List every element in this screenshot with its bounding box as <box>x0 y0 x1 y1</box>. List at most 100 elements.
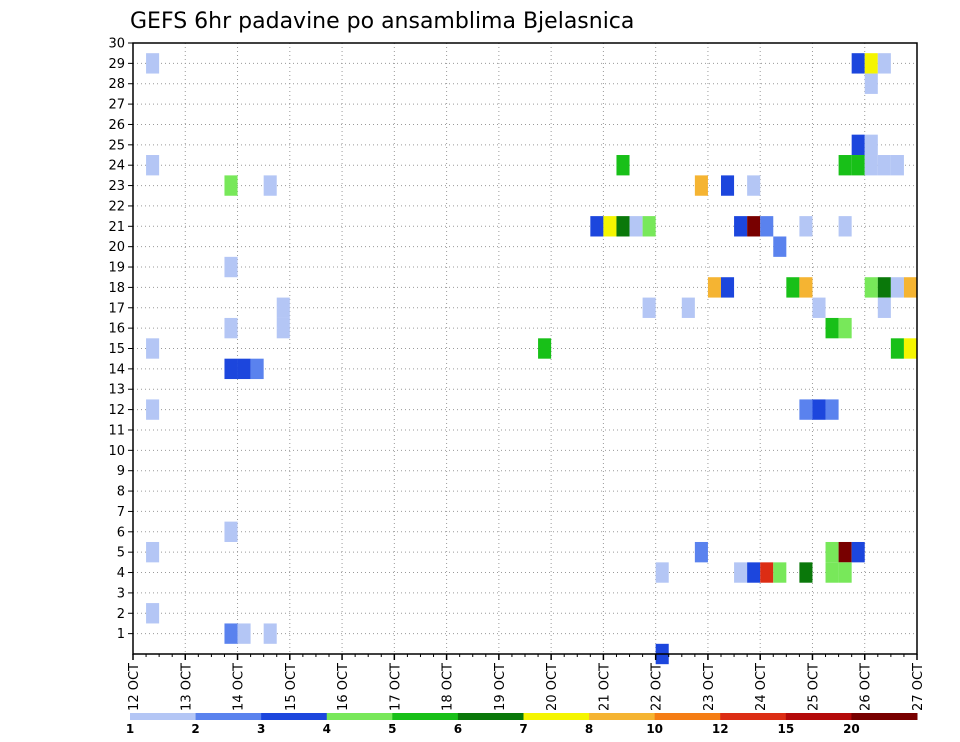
y-tick-label: 25 <box>108 138 125 153</box>
heatmap-cell <box>864 277 878 298</box>
y-tick-label: 17 <box>108 301 125 316</box>
heatmap-cell <box>721 175 735 196</box>
y-tick-label: 14 <box>108 362 125 377</box>
heatmap-cell <box>799 562 813 583</box>
y-tick-label: 23 <box>108 179 125 194</box>
legend-label: 4 <box>323 722 331 736</box>
y-tick-label: 16 <box>108 322 125 337</box>
y-axis: 1234567891011121314151617181920212223242… <box>108 37 133 642</box>
legend-label: 1 <box>126 722 134 736</box>
heatmap-cell <box>864 155 878 176</box>
y-tick-label: 22 <box>108 199 125 214</box>
heatmap-cell <box>734 216 748 237</box>
legend-swatch <box>851 713 918 720</box>
y-tick-label: 9 <box>117 464 125 479</box>
heatmap-cell <box>903 277 917 298</box>
heatmap-cell <box>616 216 630 237</box>
y-tick-label: 6 <box>117 525 125 540</box>
heatmap-cell <box>851 541 865 563</box>
heatmap-cell <box>146 338 160 359</box>
heatmap-cell <box>707 277 721 298</box>
x-axis: 12 OCT 13 OCT 14 OCT 15 OCT 16 OCT 17 OCT 18 O… <box>127 654 926 711</box>
heatmap-cell <box>825 399 839 420</box>
legend-label: 20 <box>843 722 860 736</box>
x-tick-label: 27 OCT <box>911 663 926 711</box>
heatmap-cell <box>851 53 865 74</box>
legend-label: 3 <box>257 722 265 736</box>
x-tick-label: 20 OCT <box>545 663 560 711</box>
y-tick-label: 4 <box>117 566 125 581</box>
color-legend: 1 2 3 4 5 6 7 8 10 12 15 20 <box>126 713 918 736</box>
heatmap-cell <box>747 562 761 583</box>
heatmap-cell <box>629 216 643 237</box>
heatmap-cells <box>146 53 917 665</box>
heatmap-cell <box>263 175 277 196</box>
heatmap-cell <box>890 338 904 359</box>
heatmap-cell <box>838 541 852 563</box>
legend-label: 8 <box>585 722 593 736</box>
heatmap-cell <box>890 277 904 298</box>
legend-swatch <box>195 713 262 720</box>
heatmap-cell <box>760 216 774 237</box>
heatmap-cell <box>877 297 891 318</box>
heatmap-cell <box>851 134 865 156</box>
y-tick-label: 21 <box>108 220 125 235</box>
heatmap-cell <box>146 603 160 624</box>
heatmap-cell <box>276 317 290 339</box>
legend-swatch <box>785 713 852 720</box>
legend-label: 7 <box>519 722 527 736</box>
x-tick-label: 18 OCT <box>441 663 456 711</box>
heatmap-cell <box>146 541 160 563</box>
y-tick-label: 19 <box>108 261 125 276</box>
heatmap-cell <box>263 623 277 644</box>
y-tick-label: 8 <box>117 485 125 500</box>
heatmap-cell <box>890 155 904 176</box>
heatmap-cell <box>825 317 839 339</box>
heatmap-cell <box>237 358 251 380</box>
y-tick-label: 15 <box>108 342 125 357</box>
heatmap-cell <box>838 155 852 176</box>
legend-label: 6 <box>454 722 462 736</box>
heatmap-cell <box>903 338 917 359</box>
x-tick-label: 25 OCT <box>806 663 821 711</box>
y-tick-label: 3 <box>117 586 125 601</box>
heatmap-cell <box>773 236 787 257</box>
y-tick-label: 20 <box>108 240 125 255</box>
y-tick-label: 11 <box>108 423 125 438</box>
heatmap-cell <box>799 216 813 237</box>
x-tick-label: 13 OCT <box>179 663 194 711</box>
legend-label: 15 <box>777 722 794 736</box>
x-tick-label: 15 OCT <box>284 663 299 711</box>
heatmap-cell <box>655 562 669 583</box>
heatmap-cell <box>747 175 761 196</box>
legend-swatch <box>392 713 459 720</box>
heatmap-cell <box>812 297 826 318</box>
y-tick-label: 18 <box>108 281 125 296</box>
legend-swatch <box>654 713 721 720</box>
heatmap-cell <box>747 216 761 237</box>
heatmap-cell <box>224 317 238 339</box>
x-tick-label: 16 OCT <box>336 663 351 711</box>
heatmap-cell <box>538 338 552 359</box>
heatmap-cell <box>224 521 238 542</box>
x-tick-label: 22 OCT <box>650 663 665 711</box>
y-tick-label: 13 <box>108 383 125 398</box>
heatmap-cell <box>642 297 656 318</box>
y-tick-label: 2 <box>117 607 125 622</box>
heatmap-cell <box>642 216 656 237</box>
x-tick-label: 17 OCT <box>388 663 403 711</box>
chart-title: GEFS 6hr padavine po ansamblima Bjelasni… <box>130 9 634 34</box>
heatmap-cell <box>694 541 708 563</box>
heatmap-cell <box>616 155 630 176</box>
legend-label: 10 <box>646 722 663 736</box>
heatmap-cell <box>877 53 891 74</box>
heatmap-cell <box>838 317 852 339</box>
heatmap-cell <box>590 216 604 237</box>
heatmap-cell <box>825 562 839 583</box>
y-tick-label: 28 <box>108 77 125 92</box>
heatmap-cell <box>224 256 238 278</box>
y-tick-label: 7 <box>117 505 125 520</box>
heatmap-cell <box>877 277 891 298</box>
heatmap-cell <box>838 562 852 583</box>
